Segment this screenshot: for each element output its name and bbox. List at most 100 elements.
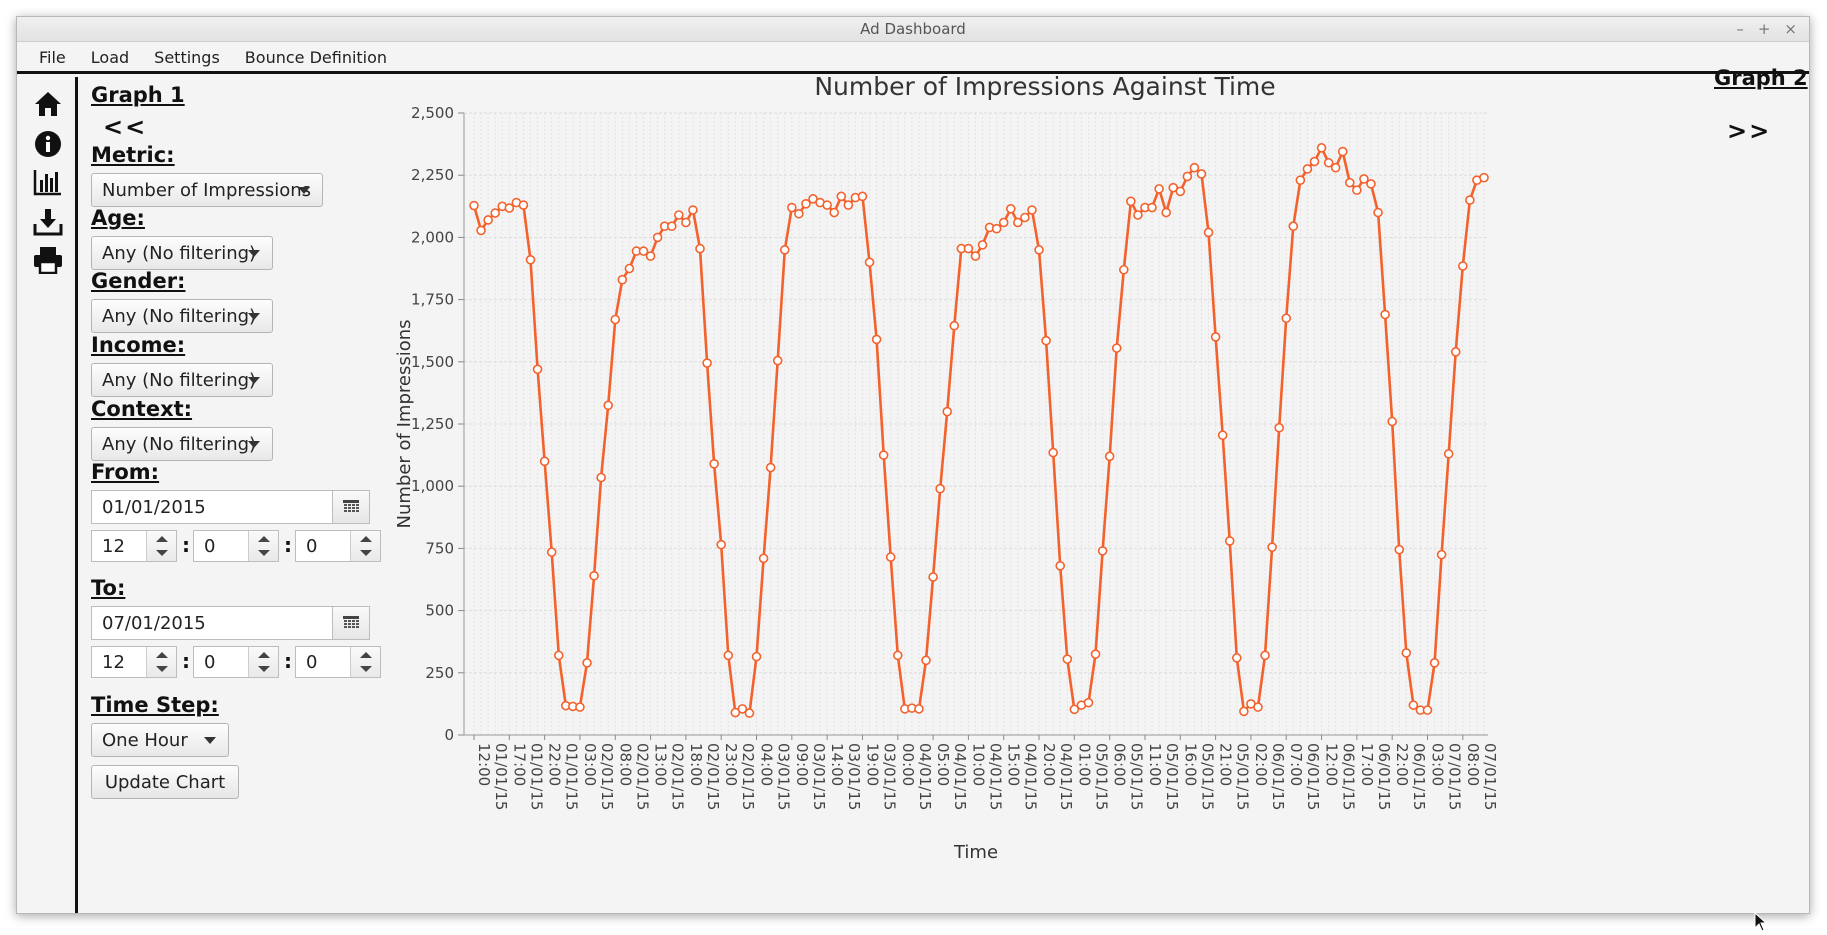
y-tick-label: 1,500 [411, 353, 454, 371]
y-tick-label: 2,000 [411, 228, 454, 246]
x-tick-label: 03/01/15 [880, 743, 898, 810]
x-tick-label: 05:00 [934, 743, 952, 786]
to-hour-spinner[interactable]: 12 [91, 646, 177, 678]
from-second-value: 0 [306, 536, 318, 557]
menu-load[interactable]: Load [90, 47, 130, 67]
data-point [688, 205, 698, 215]
data-point [1013, 217, 1023, 228]
update-chart-button[interactable]: Update Chart [91, 765, 239, 799]
data-point [709, 459, 719, 469]
x-tick-label: 01:00 [1075, 743, 1093, 786]
data-point [1126, 196, 1136, 207]
data-point [695, 243, 705, 254]
chevron-down-icon [248, 441, 260, 448]
x-tick-label: 13:00 [652, 743, 670, 786]
x-tick-label: 04/01/15 [951, 743, 969, 810]
decrement-icon[interactable] [258, 666, 270, 672]
data-point [836, 191, 847, 202]
from-hour-spinner[interactable]: 12 [91, 530, 177, 562]
next-graph-button[interactable]: >> [1727, 117, 1772, 145]
increment-icon[interactable] [360, 536, 372, 542]
x-tick-label: 04/01/15 [1057, 743, 1075, 810]
to-minute-spinner[interactable]: 0 [193, 646, 279, 678]
maximize-button[interactable]: + [1757, 20, 1771, 38]
decrement-icon[interactable] [258, 550, 270, 556]
decrement-icon[interactable] [156, 550, 168, 556]
data-point [1069, 704, 1080, 715]
data-point [1479, 172, 1489, 183]
data-point [582, 658, 592, 668]
data-point [1281, 313, 1292, 324]
menu-file[interactable]: File [39, 47, 66, 67]
increment-icon[interactable] [258, 652, 270, 658]
data-point [1097, 546, 1108, 556]
menu-settings[interactable]: Settings [154, 47, 220, 67]
home-icon[interactable] [31, 87, 65, 121]
x-tick-label: 05/01/15 [1163, 743, 1181, 810]
income-select[interactable]: Any (No filtering) [91, 363, 273, 397]
age-select[interactable]: Any (No filtering) [91, 236, 273, 270]
increment-icon[interactable] [156, 536, 168, 542]
print-icon[interactable] [31, 243, 65, 277]
data-point [942, 406, 953, 417]
calendar-icon[interactable] [333, 606, 370, 640]
from-minute-spinner[interactable]: 0 [193, 530, 279, 562]
data-point [1034, 245, 1044, 255]
x-tick-label: 08:00 [1464, 743, 1482, 786]
menu-bar: File Load Settings Bounce Definition [17, 43, 1809, 74]
x-tick-label: 06:00 [1111, 743, 1129, 786]
data-point [483, 215, 493, 225]
data-point [801, 199, 811, 209]
chevron-down-icon [248, 377, 260, 384]
timestep-select[interactable]: One Hour [91, 723, 229, 757]
data-point [1104, 451, 1115, 462]
prev-graph-button[interactable]: << [103, 113, 148, 141]
x-axis-label: Time [953, 842, 998, 863]
graph1-title: Graph 1 [91, 83, 185, 107]
gender-select[interactable]: Any (No filtering) [91, 299, 273, 333]
calendar-icon[interactable] [333, 490, 370, 524]
data-point [1118, 264, 1129, 275]
from-date-field[interactable]: 01/01/2015 [91, 490, 333, 524]
data-point [1189, 162, 1200, 173]
menu-bounce-definition[interactable]: Bounce Definition [244, 47, 388, 67]
close-button[interactable]: × [1784, 20, 1797, 38]
data-point [1436, 549, 1447, 560]
increment-icon[interactable] [360, 652, 372, 658]
data-point [857, 191, 868, 202]
decrement-icon[interactable] [360, 666, 372, 672]
x-tick-label: 06/01/15 [1269, 743, 1287, 810]
x-tick-label: 03/01/15 [810, 743, 828, 810]
data-point [1041, 335, 1051, 346]
x-tick-label: 06/01/15 [1340, 743, 1358, 810]
context-select[interactable]: Any (No filtering) [91, 427, 273, 461]
gender-value: Any (No filtering) [102, 305, 257, 327]
metric-select[interactable]: Number of Impressions [91, 173, 323, 207]
minimize-button[interactable]: – [1736, 20, 1744, 38]
to-date-field[interactable]: 07/01/2015 [91, 606, 333, 640]
y-tick-label: 1,000 [411, 477, 454, 495]
download-icon[interactable] [31, 205, 65, 239]
info-icon[interactable] [31, 127, 65, 161]
x-tick-label: 02/01/15 [739, 743, 757, 810]
context-value: Any (No filtering) [102, 433, 257, 455]
decrement-icon[interactable] [360, 550, 372, 556]
data-point [751, 651, 762, 662]
data-point [970, 251, 981, 261]
data-point [998, 217, 1009, 228]
data-point [1168, 182, 1179, 193]
y-tick-label: 250 [425, 664, 454, 682]
increment-icon[interactable] [258, 536, 270, 542]
data-point [744, 708, 755, 718]
data-point [794, 208, 804, 219]
bar-chart-icon[interactable] [31, 165, 65, 199]
y-tick-label: 500 [425, 602, 454, 620]
increment-icon[interactable] [156, 652, 168, 658]
mouse-cursor-icon [1754, 912, 1768, 932]
x-tick-label: 06/01/15 [1375, 743, 1393, 810]
x-tick-label: 08:00 [616, 743, 634, 786]
decrement-icon[interactable] [156, 666, 168, 672]
data-point [666, 221, 677, 232]
from-second-spinner[interactable]: 0 [295, 530, 381, 562]
to-second-spinner[interactable]: 0 [295, 646, 381, 678]
